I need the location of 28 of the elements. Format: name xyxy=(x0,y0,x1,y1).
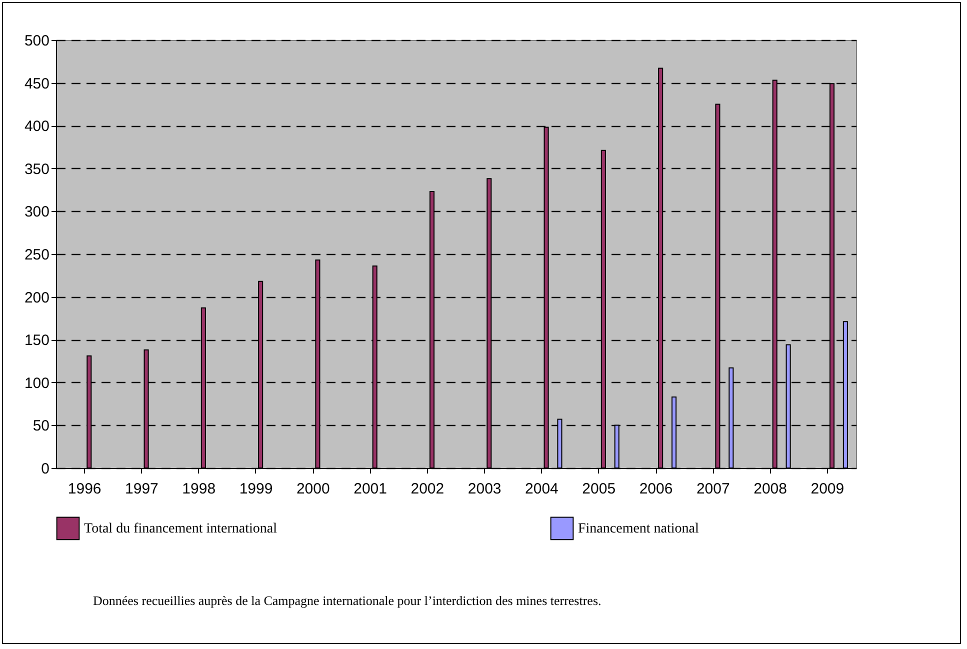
y-tick-label: 50 xyxy=(32,418,50,435)
x-tick-label: 1999 xyxy=(239,480,273,498)
y-tick-label: 300 xyxy=(24,204,50,221)
x-tick-label: 2006 xyxy=(639,480,673,498)
legend-label: Financement national xyxy=(578,521,700,536)
y-tick-label: 450 xyxy=(24,75,50,92)
x-tick-label: 2003 xyxy=(468,480,502,498)
y-tick-label: 200 xyxy=(24,289,50,306)
x-tick-label: 1997 xyxy=(125,480,158,498)
x-tick-label: 1998 xyxy=(182,480,216,498)
x-tick-label: 2001 xyxy=(354,480,387,498)
x-tick-label: 2004 xyxy=(525,480,558,498)
x-tick-label: 2005 xyxy=(582,480,616,498)
y-tick-label: 250 xyxy=(24,246,50,264)
y-tick-label: 150 xyxy=(24,332,50,350)
x-tick-label: 2002 xyxy=(410,480,444,498)
y-tick-label: 0 xyxy=(41,460,50,478)
y-tick-label: 350 xyxy=(24,160,50,178)
x-tick-label: 2008 xyxy=(754,480,787,498)
x-tick-label: 1996 xyxy=(68,480,102,498)
legend-label: Total du financement international xyxy=(84,521,278,536)
text: Données recueillies auprès de la Campagne internationale pour l’interdiction des mines terrestres. xyxy=(93,593,602,609)
y-tick-label: 100 xyxy=(24,374,50,392)
x-tick-label: 2000 xyxy=(296,480,330,498)
x-tick-label: 2009 xyxy=(810,480,844,498)
y-tick-label: 500 xyxy=(24,32,50,50)
y-tick-label: 400 xyxy=(24,118,50,136)
x-tick-label: 2007 xyxy=(696,480,730,498)
